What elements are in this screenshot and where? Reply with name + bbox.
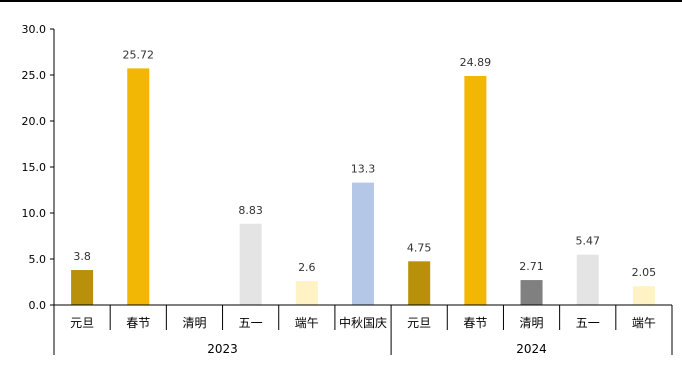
- y-tick-label: 5.0: [29, 253, 47, 266]
- category-label: 元旦: [70, 316, 94, 330]
- bars: [71, 68, 655, 306]
- bar: [295, 281, 318, 305]
- y-tick-label: 0.0: [29, 299, 47, 312]
- category-label: 清明: [182, 316, 206, 330]
- group-label: 2024: [516, 342, 547, 356]
- category-label: 端午: [632, 316, 656, 330]
- bar: [127, 68, 150, 305]
- bar: [632, 286, 655, 305]
- group-label: 2023: [207, 342, 238, 356]
- data-label: 2.05: [632, 266, 657, 279]
- bar: [352, 182, 374, 305]
- bar: [239, 223, 262, 305]
- category-label: 五一: [239, 316, 263, 330]
- y-tick-label: 30.0: [22, 23, 47, 36]
- value-labels: 3.8 25.72 8.83 2.6 13.3 4.75 24.89 2.71 5.47 2.05: [73, 48, 656, 279]
- data-label: 24.89: [460, 56, 492, 69]
- y-tick-label: 15.0: [22, 161, 47, 174]
- bar: [408, 261, 431, 305]
- data-label: 13.3: [351, 163, 376, 176]
- category-label: 春节: [463, 316, 487, 330]
- y-tick-label: 25.0: [22, 69, 47, 82]
- data-label: 2.71: [519, 260, 544, 273]
- data-label: 4.75: [407, 241, 432, 254]
- category-label: 端午: [295, 316, 319, 330]
- bar: [71, 270, 94, 305]
- bar: [520, 280, 543, 305]
- category-label: 春节: [126, 316, 150, 330]
- category-label: 元旦: [407, 316, 431, 330]
- bar: [464, 76, 487, 306]
- category-label: 清明: [520, 316, 544, 330]
- data-label: 5.47: [575, 235, 600, 248]
- x-axis: 元旦 春节 清明 五一 端午 中秋国庆 2023 元旦 春节 清明 五一 端午 2024: [53, 304, 673, 356]
- category-label: 中秋国庆: [339, 315, 387, 330]
- data-label: 3.8: [73, 250, 91, 263]
- data-label: 25.72: [123, 48, 155, 61]
- y-axis: 0.0 5.0 10.0 15.0 20.0 25.0 30.0: [22, 23, 55, 312]
- data-label: 2.6: [298, 261, 316, 274]
- category-label: 五一: [576, 316, 600, 330]
- data-label: 8.83: [238, 204, 263, 217]
- bar: [576, 254, 599, 305]
- y-tick-label: 10.0: [22, 207, 47, 220]
- y-tick-label: 20.0: [22, 115, 47, 128]
